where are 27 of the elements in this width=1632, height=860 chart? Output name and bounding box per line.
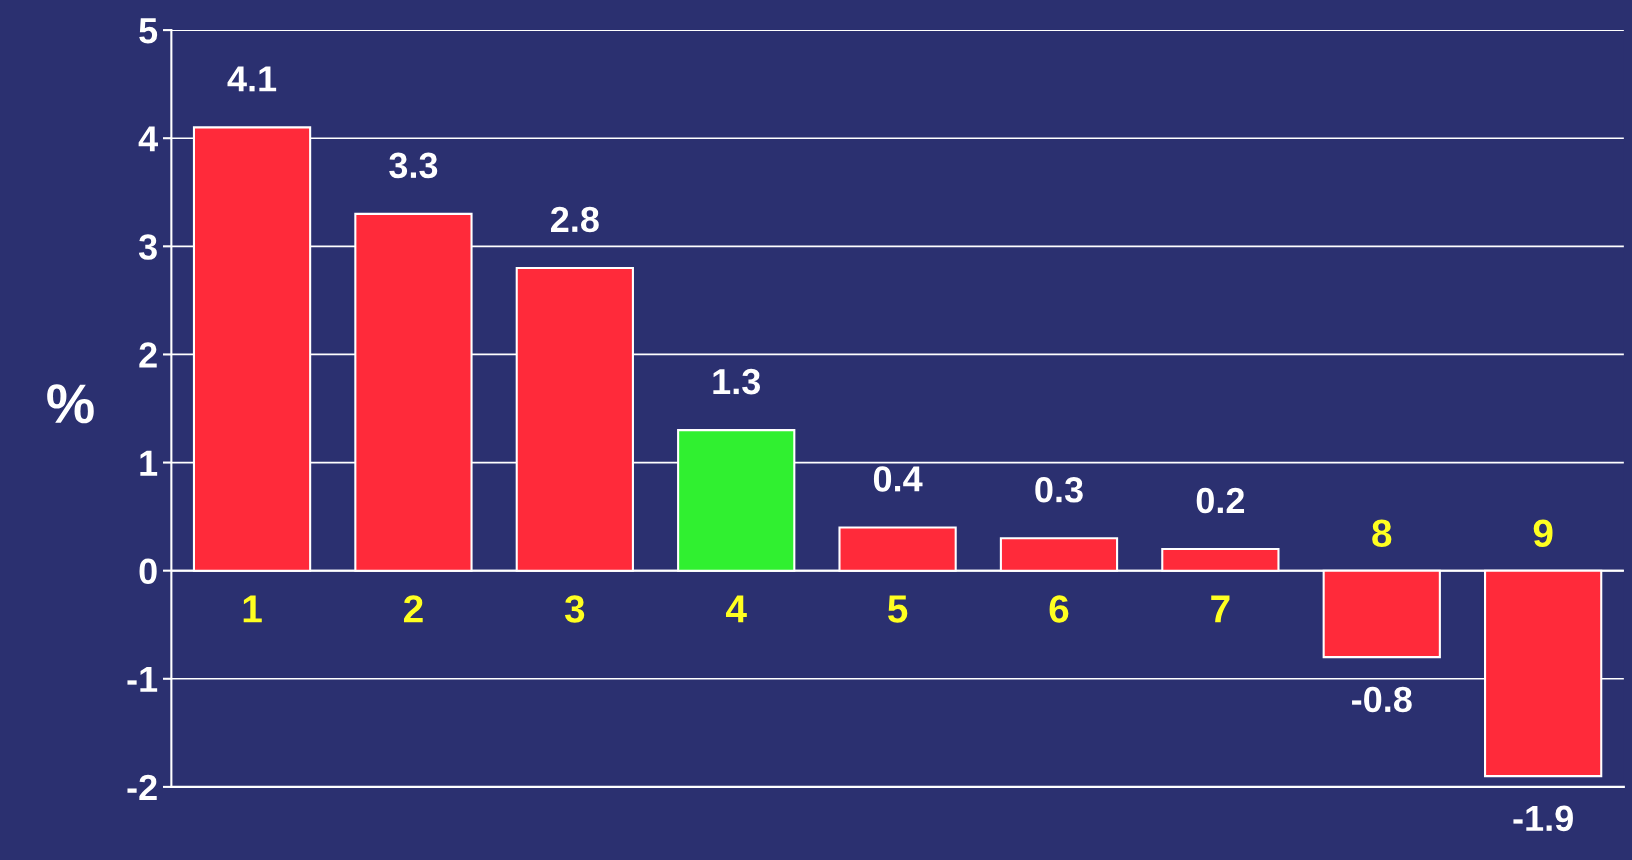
x-tick-label: 2 — [403, 595, 423, 623]
data-label: -0.8 — [1352, 686, 1412, 713]
y-tick-label: 0 — [139, 558, 157, 585]
x-tick-label: 1 — [243, 595, 262, 623]
x-tick-label: 6 — [1049, 595, 1069, 623]
y-tick-label: 3 — [138, 234, 157, 260]
x-tick-label: 7 — [1211, 595, 1230, 623]
data-label: 2.8 — [550, 206, 599, 233]
y-tick-label: 2 — [139, 342, 157, 368]
y-tick-label: 1 — [140, 450, 158, 476]
y-tick-label: 4 — [138, 126, 158, 152]
x-tick-label: 4 — [725, 595, 747, 623]
x-tick-label: 9 — [1533, 519, 1553, 548]
data-label: 4.1 — [227, 66, 277, 92]
x-tick-label: 8 — [1372, 519, 1392, 548]
x-tick-label: 3 — [564, 595, 585, 623]
y-axis-title: % — [47, 384, 94, 424]
y-tick-label: -2 — [127, 774, 157, 800]
data-label: 0.4 — [873, 466, 923, 492]
data-label: 3.3 — [389, 152, 438, 179]
data-label: 0.3 — [1035, 476, 1083, 503]
x-tick-label: 5 — [887, 595, 908, 623]
y-tick-label: -1 — [127, 667, 158, 692]
data-label: 1.3 — [713, 368, 761, 395]
data-label: -1.9 — [1513, 805, 1573, 832]
y-tick-label: 5 — [139, 18, 158, 44]
data-label: 0.2 — [1196, 487, 1245, 514]
